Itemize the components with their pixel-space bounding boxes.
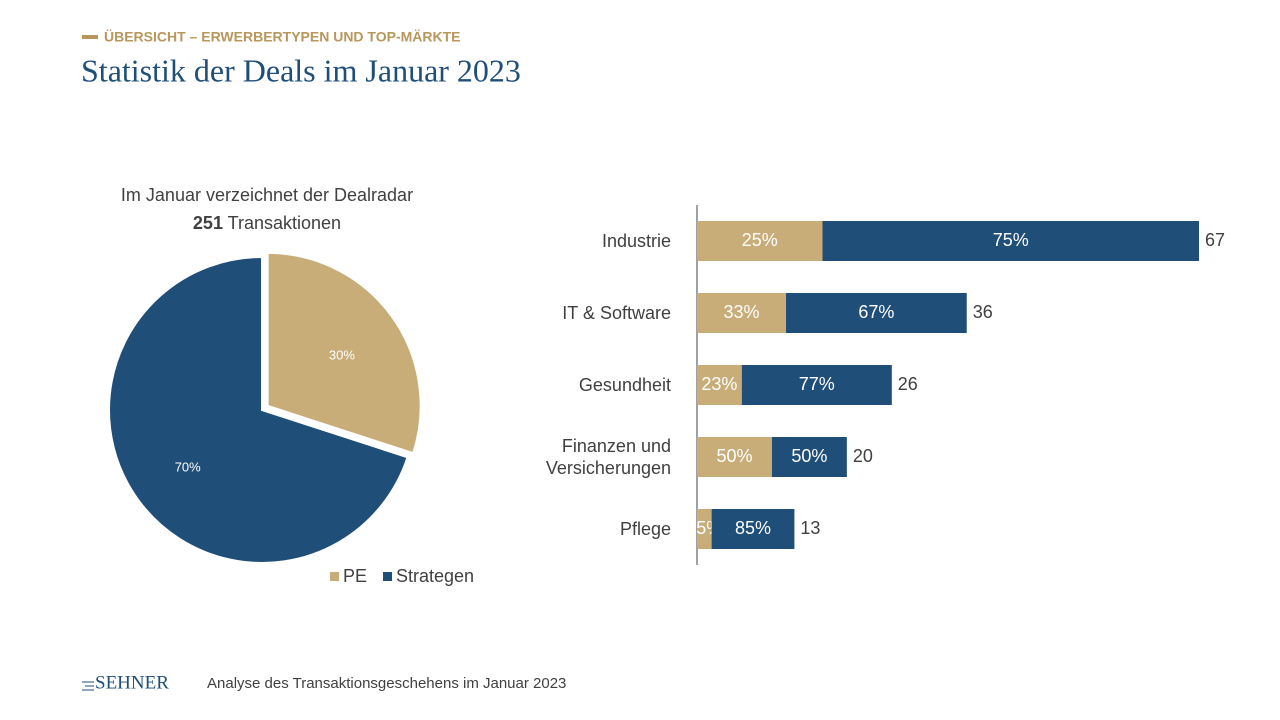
- category-label: Industrie: [601, 231, 671, 251]
- category-label: Gesundheit: [578, 375, 671, 395]
- category-label: Finanzen und Versicherungen: [545, 436, 671, 478]
- kicker-bar: [82, 35, 98, 39]
- segment-label: 23%: [701, 374, 737, 394]
- segment-label: 67%: [858, 302, 894, 322]
- title: Statistik der Deals im Januar 2023: [81, 52, 521, 88]
- segment-label: 50%: [791, 446, 827, 466]
- total-label: 36: [973, 302, 993, 322]
- segment-label: 85%: [735, 518, 771, 538]
- category-label: IT & Software: [562, 303, 671, 323]
- total-label: 67: [1205, 230, 1225, 250]
- category-label: Pflege: [619, 519, 671, 539]
- slice-label: 70%: [175, 459, 201, 474]
- pie-slice: [108, 255, 409, 564]
- total-label: 26: [898, 374, 918, 394]
- segment-label: 50%: [716, 446, 752, 466]
- pie-slice: [266, 251, 422, 455]
- bar-segment: [697, 509, 712, 549]
- footer-text: Analyse des Transaktionsgeschehens im Ja…: [207, 675, 566, 692]
- pie-subtitle: 251 Transaktionen: [193, 213, 341, 233]
- segment-label: 33%: [723, 302, 759, 322]
- total: 251: [193, 213, 223, 233]
- bar-segment: [771, 437, 847, 477]
- segment-label: 25%: [742, 230, 778, 250]
- bar-segment: [697, 437, 772, 477]
- bar-segment: [741, 365, 892, 405]
- segment-label: 77%: [799, 374, 835, 394]
- legend-label: Strategen: [396, 566, 474, 586]
- bar-segment: [786, 293, 967, 333]
- total-label: 13: [800, 518, 820, 538]
- pie-title: Im Januar verzeichnet der Dealradar: [121, 185, 413, 205]
- logo-text: SEHNER: [95, 672, 169, 693]
- slice-label: 30%: [329, 347, 355, 362]
- logo: [82, 681, 94, 691]
- legend-swatch: [383, 572, 393, 581]
- bar-segment: [697, 221, 823, 261]
- legend-swatch: [330, 572, 339, 581]
- total-label: Transaktionen: [228, 213, 341, 233]
- segment-label: 75%: [993, 230, 1029, 250]
- bar-segment: [822, 221, 1199, 261]
- bar-segment: [697, 293, 787, 333]
- bar-segment: [711, 509, 795, 549]
- kicker: ÜBERSICHT – ERWERBERTYPEN UND TOP-MÄRKTE: [104, 29, 461, 45]
- total-label: 20: [853, 446, 873, 466]
- legend-label: PE: [343, 566, 367, 586]
- bar-segment: [697, 365, 742, 405]
